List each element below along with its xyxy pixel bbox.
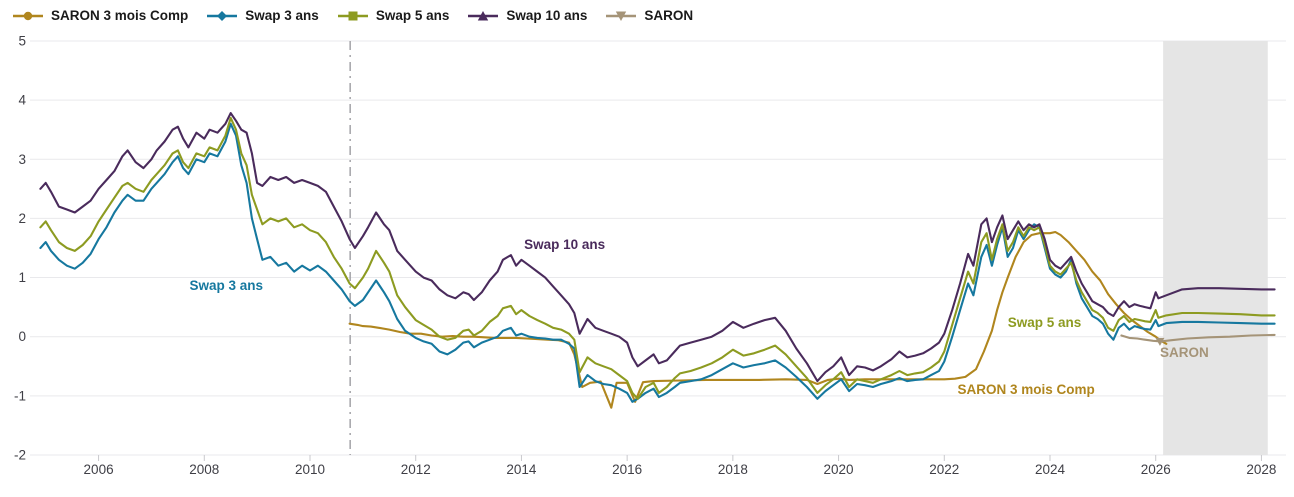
square-marker-icon	[337, 11, 368, 20]
x-tick-label: 2012	[401, 462, 431, 477]
x-tick-label: 2018	[718, 462, 748, 477]
y-tick-label: 5	[18, 33, 26, 48]
x-tick-label: 2028	[1246, 462, 1276, 477]
legend-label: Swap 10 ans	[506, 8, 588, 23]
legend-item-swap-5-ans[interactable]: Swap 5 ans	[337, 8, 450, 23]
x-tick-label: 2024	[1035, 462, 1066, 477]
annotation-swap-5-ans: Swap 5 ans	[1007, 314, 1082, 330]
x-tick-label: 2020	[824, 462, 854, 477]
annotation-saron: SARON	[1159, 344, 1209, 360]
x-tick-label: 2016	[612, 462, 642, 477]
x-tick-label: 2026	[1141, 462, 1171, 477]
annotation-swap-10-ans: Swap 10 ans	[524, 236, 606, 252]
series-line-saron-3-mois-comp	[348, 230, 1168, 409]
y-tick-label: 3	[18, 152, 26, 167]
series-line-swap-10-ans	[39, 112, 1276, 383]
series-line-swap-5-ans	[39, 116, 1276, 400]
x-tick-label: 2010	[295, 462, 325, 477]
x-tick-label: 2022	[929, 462, 959, 477]
y-tick-label: 0	[18, 329, 26, 344]
saron-end-marker-icon	[1155, 337, 1165, 346]
legend-item-swap-3-ans[interactable]: Swap 3 ans	[207, 8, 319, 23]
legend-label: Swap 5 ans	[375, 8, 450, 23]
diamond-marker-icon	[207, 10, 238, 21]
forecast-band	[1163, 40, 1268, 455]
annotation-saron-3-mois-comp: SARON 3 mois Comp	[957, 382, 1095, 398]
x-tick-label: 2008	[189, 462, 219, 477]
x-tick-label: 2006	[84, 462, 114, 477]
legend-item-saron[interactable]: SARON	[606, 8, 693, 23]
chart-legend: SARON 3 mois Comp Swap 3 ans Swap 5 ans …	[13, 8, 693, 23]
y-tick-label: 1	[18, 270, 26, 285]
annotation-swap-3-ans: Swap 3 ans	[189, 278, 264, 294]
series-line-swap-3-ans	[39, 122, 1276, 403]
circle-marker-icon	[13, 11, 43, 20]
legend-label: SARON	[644, 8, 694, 23]
x-tick-label: 2014	[506, 462, 537, 477]
legend-label: SARON 3 mois Comp	[51, 8, 189, 23]
y-tick-label: -2	[14, 447, 26, 462]
y-tick-label: -1	[14, 388, 26, 403]
y-tick-label: 2	[18, 211, 26, 226]
triangle-down-marker-icon	[606, 11, 637, 21]
y-tick-label: 4	[18, 93, 26, 108]
series-line-saron	[1120, 333, 1276, 343]
legend-label: Swap 3 ans	[245, 8, 319, 23]
legend-item-saron-3-mois-comp[interactable]: SARON 3 mois Comp	[13, 8, 188, 23]
legend-item-swap-10-ans[interactable]: Swap 10 ans	[468, 8, 587, 23]
triangle-up-marker-icon	[468, 10, 499, 20]
